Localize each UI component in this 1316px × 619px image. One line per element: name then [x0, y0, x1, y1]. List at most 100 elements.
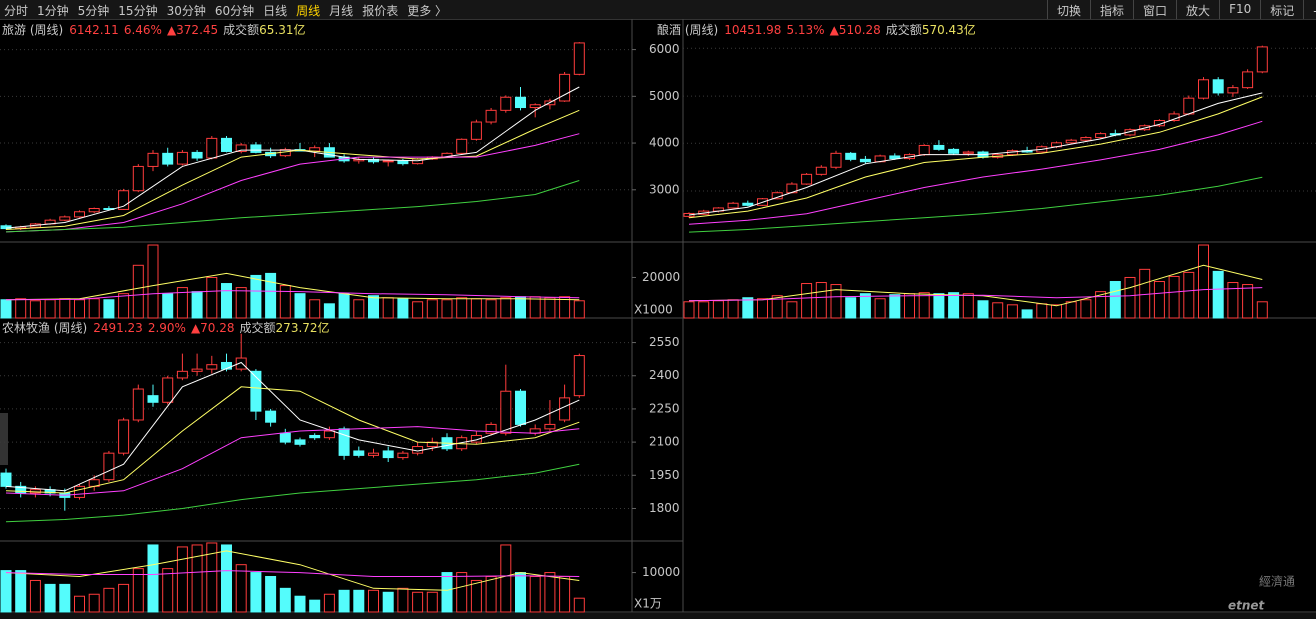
volume-bar [132, 568, 144, 613]
tool-button[interactable]: -自选 [1303, 0, 1316, 19]
volume-bar [338, 293, 350, 319]
volume-bar [44, 583, 56, 613]
candle-body [309, 434, 321, 439]
candle-body [889, 155, 901, 160]
candle-body [845, 152, 857, 160]
candle-body [397, 160, 409, 165]
volume-bar [88, 593, 100, 613]
tool-button[interactable]: 窗口 [1133, 0, 1176, 19]
volume-bar [221, 283, 232, 319]
volume-bar [29, 579, 41, 613]
candle-body [1242, 71, 1254, 89]
candle-body [279, 432, 291, 443]
volume-bar [485, 299, 497, 319]
volume-bar [88, 298, 100, 319]
volume-bar [559, 296, 571, 319]
period-tab[interactable]: 30分钟 [166, 4, 206, 18]
title-turnover: 273.72亿 [276, 320, 330, 335]
period-tab[interactable]: 分时 [4, 4, 29, 18]
volume-bar [235, 564, 247, 613]
volume-bar [698, 301, 710, 319]
volume-bar [265, 576, 277, 613]
volume-bar [74, 299, 85, 319]
tool-button[interactable]: 指标 [1090, 0, 1133, 19]
period-tab[interactable]: 15分钟 [118, 4, 158, 18]
candle-body [1198, 79, 1209, 99]
candle-body [1183, 97, 1195, 115]
volume-unit: X1万 [634, 597, 662, 611]
volume-bar [1183, 271, 1195, 319]
y-tick-label: 2100 [649, 435, 680, 449]
candle-body [918, 144, 930, 156]
tool-button[interactable]: F10 [1219, 0, 1260, 19]
volume-bar [132, 264, 144, 319]
candle-body [118, 190, 130, 210]
volume-bar [382, 297, 394, 319]
candle-body [456, 138, 468, 154]
volume-bar [456, 572, 468, 613]
volume-bar [1198, 244, 1209, 319]
candle-body [485, 423, 497, 434]
tool-button[interactable]: 标记 [1260, 0, 1303, 19]
volume-bar [1109, 281, 1121, 319]
candle-body [948, 148, 960, 154]
volume-average [5, 290, 580, 301]
volume-bar [683, 301, 695, 319]
volume-bar [559, 576, 571, 613]
volume-bar [221, 544, 232, 613]
volume-bar [727, 299, 739, 319]
volume-bar [470, 579, 482, 613]
volume-bar [771, 295, 783, 319]
volume-bar [500, 297, 512, 319]
period-tab[interactable]: 报价表 [362, 4, 399, 18]
volume-bar [515, 296, 526, 319]
period-tab[interactable]: 月线 [329, 4, 354, 18]
volume-bar [1021, 309, 1033, 319]
period-tab[interactable]: 1分钟 [37, 4, 69, 18]
period-tab[interactable]: 60分钟 [214, 4, 255, 18]
moving-average [5, 463, 580, 523]
volume-bar [757, 298, 768, 319]
title-change: ▲510.28 [830, 23, 881, 37]
period-tab[interactable]: 5分钟 [77, 4, 110, 18]
moving-average [5, 361, 580, 492]
tool-button[interactable]: 切换 [1047, 0, 1090, 19]
period-tab[interactable]: 周线 [296, 4, 321, 18]
candle-body [191, 368, 203, 372]
candle-body [15, 485, 27, 494]
candle-body [176, 370, 188, 379]
tool-button[interactable]: 放大 [1176, 0, 1219, 19]
volume-bar [1256, 301, 1268, 319]
period-tab[interactable]: 日线 [263, 4, 288, 18]
candle-body [1256, 46, 1268, 73]
volume-average [5, 550, 580, 591]
title-change-pct: 6.46% [124, 23, 162, 37]
volume-bar [265, 272, 277, 319]
y-tick-label: 2400 [649, 368, 680, 382]
volume-bar [1051, 304, 1062, 319]
title-change-pct: 2.90% [148, 321, 186, 335]
volume-bar [382, 591, 394, 613]
volume-bar [874, 298, 886, 319]
volume-bar [279, 285, 291, 319]
moving-average [5, 180, 580, 233]
volume-bar [544, 297, 556, 319]
title-quote: 6142.11 [69, 23, 119, 37]
volume-bar [250, 572, 262, 613]
volume-bar [44, 299, 56, 319]
volume-bar [1080, 299, 1092, 319]
candle-body [132, 165, 144, 192]
volume-bar [515, 572, 526, 613]
volume-bar [412, 591, 424, 613]
candle-body [250, 144, 262, 153]
candle-body [382, 450, 394, 459]
volume-bar [59, 583, 71, 613]
scroll-handle [0, 413, 8, 465]
volume-bar [1065, 301, 1077, 319]
volume-bar [294, 293, 306, 319]
candle-body [0, 472, 12, 487]
candle-body [742, 202, 754, 206]
volume-bar [470, 298, 482, 319]
volume-tick-label: 10000 [642, 565, 680, 579]
period-tab[interactable]: 更多 〉 [407, 4, 448, 18]
